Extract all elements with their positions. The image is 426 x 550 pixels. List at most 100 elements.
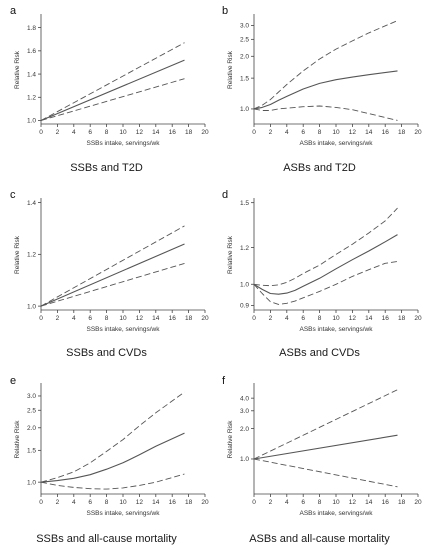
- panel-e-x-tick-label: 14: [152, 499, 160, 506]
- panel-c-x-tick-label: 14: [152, 315, 160, 322]
- panel-e-y-axis-label: Relative Risk: [14, 420, 21, 459]
- panel-d-x-tick-label: 4: [285, 315, 289, 322]
- panel-f-x-tick-label: 6: [301, 499, 305, 506]
- panel-d-letter: d: [222, 189, 228, 201]
- panel-c-x-tick-label: 2: [56, 315, 60, 322]
- panel-a-x-tick-label: 4: [72, 129, 76, 136]
- panel-e-x-tick-label: 10: [119, 499, 127, 506]
- panel-c-series-estimate: [40, 243, 185, 307]
- panel-b-x-tick-label: 10: [332, 129, 340, 136]
- panel-f-x-tick-label: 4: [285, 499, 289, 506]
- panel-f-x-tick-label: 14: [365, 499, 373, 506]
- panel-e-caption: SSBs and all-cause mortality: [36, 533, 177, 545]
- panel-e-y-tick-label: 1.0: [27, 479, 36, 486]
- panel-b-y-tick-label: 2.0: [240, 53, 249, 60]
- panel-e-y-tick-label: 2.0: [27, 425, 36, 432]
- panel-a-x-tick-label: 20: [201, 129, 209, 136]
- panel-b-x-tick-label: 2: [269, 129, 273, 136]
- panel-c-x-tick-label: 0: [39, 315, 43, 322]
- panel-a-x-tick-label: 0: [39, 129, 43, 136]
- panel-a-y-tick-label: 1.0: [27, 118, 36, 125]
- panel-f-x-tick-label: 12: [349, 499, 357, 506]
- panel-a-letter: a: [10, 5, 17, 17]
- panel-b-series-lower: [253, 105, 398, 121]
- panel-f-x-tick-label: 16: [382, 499, 390, 506]
- panel-b-x-tick-label: 4: [285, 129, 289, 136]
- panel-b-y-tick-label: 1.0: [240, 106, 249, 113]
- panel-c-x-tick-label: 20: [201, 315, 209, 322]
- panel-a-x-axis-label: SSBs intake, servings/wk: [87, 140, 161, 147]
- panel-c-series-lower: [40, 262, 185, 307]
- panel-b-series-estimate: [253, 70, 398, 110]
- panel-c-x-tick-label: 4: [72, 315, 76, 322]
- panel-e-series-lower: [40, 473, 185, 490]
- panel-e-x-tick-label: 18: [185, 499, 193, 506]
- panel-a-y-tick-label: 1.2: [27, 94, 36, 101]
- panel-d-y-axis-label: Relative Risk: [227, 235, 234, 274]
- panel-a-series-estimate: [40, 59, 185, 122]
- panel-e-x-tick-label: 2: [56, 499, 60, 506]
- panel-e-x-axis-label: SSBs intake, servings/wk: [87, 510, 161, 517]
- panel-d-caption: ASBs and CVDs: [279, 347, 360, 359]
- panel-f-series-estimate: [253, 434, 398, 460]
- panel-d-series-upper: [253, 207, 398, 287]
- panel-e-x-tick-label: 4: [72, 499, 76, 506]
- panel-a-x-tick-label: 18: [185, 129, 193, 136]
- panel-d-x-axis-label: ASBs intake, servings/wk: [300, 326, 374, 333]
- panel-c-y-tick-label: 1.4: [27, 200, 36, 207]
- panel-e-letter: e: [10, 375, 16, 387]
- panel-f-x-tick-label: 20: [414, 499, 422, 506]
- panel-e-x-tick-label: 16: [169, 499, 177, 506]
- panel-d-y-tick-label: 1.5: [240, 200, 249, 207]
- panel-e-y-tick-label: 1.5: [27, 448, 36, 455]
- panel-b-caption: ASBs and T2D: [283, 162, 356, 174]
- panel-c-letter: c: [10, 189, 16, 201]
- panel-d-x-tick-label: 14: [365, 315, 373, 322]
- panel-c-y-axis-label: Relative Risk: [14, 235, 21, 274]
- panel-c-x-tick-label: 16: [169, 315, 177, 322]
- panel-d-x-tick-label: 8: [318, 315, 322, 322]
- panel-d-x-tick-label: 16: [382, 315, 390, 322]
- panel-a-x-tick-label: 2: [56, 129, 60, 136]
- panel-c-series-upper: [40, 225, 185, 307]
- panel-f-x-tick-label: 10: [332, 499, 340, 506]
- panel-a-y-tick-label: 1.8: [27, 25, 36, 32]
- panel-d-x-tick-label: 0: [252, 315, 256, 322]
- panel-a-x-tick-label: 12: [136, 129, 144, 136]
- panel-d-x-tick-label: 10: [332, 315, 340, 322]
- panel-f-x-tick-label: 8: [318, 499, 322, 506]
- panel-d-x-tick-label: 12: [349, 315, 357, 322]
- panel-c-x-tick-label: 10: [119, 315, 127, 322]
- panel-a-x-tick-label: 10: [119, 129, 127, 136]
- panel-f-y-axis-label: Relative Risk: [227, 420, 234, 459]
- panel-e-y-tick-label: 3.0: [27, 393, 36, 400]
- panel-c-x-tick-label: 6: [88, 315, 92, 322]
- panel-d-x-tick-label: 2: [269, 315, 273, 322]
- panel-b-x-tick-label: 8: [318, 129, 322, 136]
- panel-a-series-upper: [40, 42, 185, 121]
- panel-a-x-tick-label: 14: [152, 129, 160, 136]
- panel-b-y-tick-label: 3.0: [240, 23, 249, 30]
- panel-c-caption: SSBs and CVDs: [66, 347, 147, 359]
- panel-b-x-tick-label: 12: [349, 129, 357, 136]
- panel-b-x-tick-label: 6: [301, 129, 305, 136]
- panel-b-letter: b: [222, 5, 228, 17]
- panel-c-y-tick-label: 1.0: [27, 303, 36, 310]
- panel-f-x-tick-label: 0: [252, 499, 256, 506]
- panel-b-x-tick-label: 20: [414, 129, 422, 136]
- panel-e-series-estimate: [40, 432, 185, 483]
- panel-d-x-tick-label: 6: [301, 315, 305, 322]
- panel-c-x-tick-label: 8: [105, 315, 109, 322]
- panel-c-x-tick-label: 18: [185, 315, 193, 322]
- panel-f-series-upper: [253, 389, 398, 460]
- panel-d-y-tick-label: 1.2: [240, 245, 249, 252]
- panel-e-y-tick-label: 2.5: [27, 407, 36, 414]
- panel-b-y-tick-label: 2.5: [240, 37, 249, 44]
- panel-c-y-tick-label: 1.2: [27, 252, 36, 259]
- panel-d-y-tick-label: 1.0: [240, 281, 249, 288]
- panel-d-x-tick-label: 20: [414, 315, 422, 322]
- panel-d-x-tick-label: 18: [398, 315, 406, 322]
- panel-f-x-axis-label: ASBs intake, servings/wk: [300, 510, 374, 517]
- panel-f-caption: ASBs and all-cause mortality: [249, 533, 390, 545]
- panel-f-y-tick-label: 2.0: [240, 426, 249, 433]
